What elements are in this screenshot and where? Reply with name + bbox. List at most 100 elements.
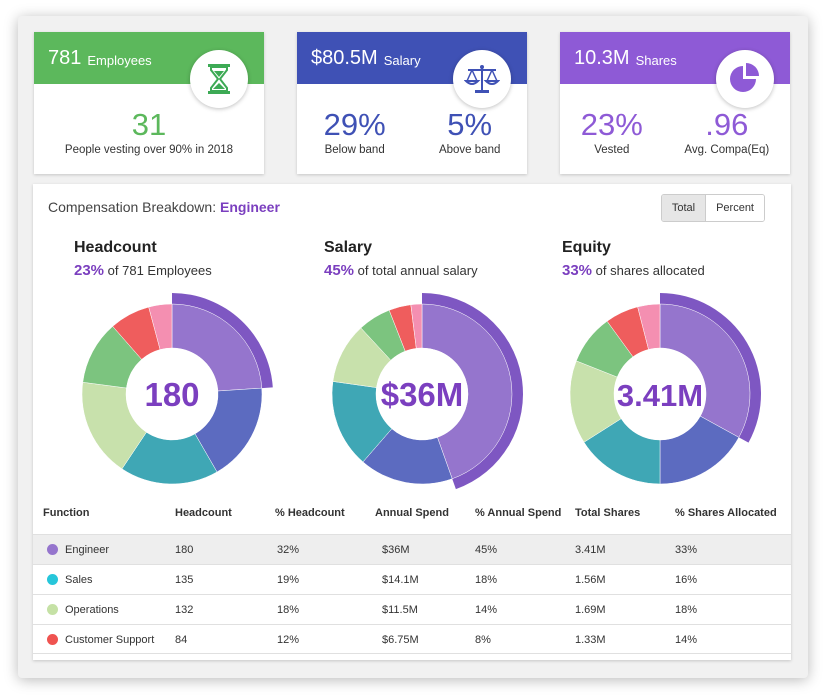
salary-chart-header: Salary 45% of total annual salary <box>324 239 478 279</box>
equity-chart-subtitle: 33% of shares allocated <box>562 262 705 279</box>
salary-subtitle-text: of total annual salary <box>357 263 478 278</box>
row-shares: 1.56M <box>575 574 606 586</box>
row-shares: 1.69M <box>575 604 606 616</box>
employees-label: Employees <box>87 52 152 68</box>
row-shares: 3.41M <box>575 544 606 556</box>
donut-hole <box>126 348 218 440</box>
row-pct-spend: 14% <box>475 604 498 616</box>
below-band-label: Below band <box>324 144 385 156</box>
col-pct-annual-spend: % Annual Spend <box>475 507 562 519</box>
panel-title-prefix: Compensation Breakdown: <box>48 199 217 215</box>
below-band-metric: 29% Below band <box>323 107 386 157</box>
breakdown-table-header: Function Headcount % Headcount Annual Sp… <box>33 507 791 527</box>
row-function: Engineer <box>65 544 110 556</box>
row-pct-shares: 18% <box>675 604 698 616</box>
compa-metric: .96 Avg. Compa(Eq) <box>684 107 770 157</box>
row-pct-shares: 16% <box>675 574 698 586</box>
row-pct-headcount: 12% <box>277 634 300 646</box>
below-band-value: 29% <box>323 107 386 142</box>
equity-subtitle-pct: 33% <box>562 262 593 279</box>
table-row[interactable]: Customer Support 84 12% $6.75M 8% 1.33M … <box>33 624 791 654</box>
vesting-metric: 31 People vesting over 90% in 2018 <box>65 107 233 157</box>
row-spend: $11.5M <box>382 604 418 616</box>
col-headcount: Headcount <box>175 507 232 519</box>
view-toggle: Total Percent <box>660 194 765 222</box>
shares-card: 10.3M Shares 23% Vested .96 Avg. Compa(E… <box>560 32 790 174</box>
headcount-chart-header: Headcount 23% of 781 Employees <box>74 239 212 279</box>
shares-total: 10.3M <box>574 46 630 69</box>
selected-slice-ring <box>172 293 273 389</box>
compensation-breakdown-panel: Compensation Breakdown: Engineer Total P… <box>33 184 791 660</box>
selected-slice-ring <box>660 293 761 443</box>
salary-total: $80.5M <box>311 46 378 69</box>
shares-label: Shares <box>635 52 677 68</box>
row-headcount: 84 <box>175 634 188 646</box>
salary-donut-chart: $36M <box>331 293 523 490</box>
vested-metric: 23% Vested <box>580 107 643 157</box>
headcount-chart-subtitle: 23% of 781 Employees <box>74 262 212 279</box>
table-row[interactable]: Sales 135 19% $14.1M 18% 1.56M 16% <box>33 564 791 594</box>
salary-label: Salary <box>383 52 421 68</box>
col-total-shares: Total Shares <box>575 507 641 519</box>
col-function: Function <box>43 507 90 519</box>
compa-label: Avg. Compa(Eq) <box>684 144 770 156</box>
row-spend: $36M <box>382 544 410 556</box>
equity-chart-title: Equity <box>562 239 611 256</box>
row-spend: $14.1M <box>382 574 419 586</box>
equity-chart-header: Equity 33% of shares allocated <box>562 239 705 279</box>
row-headcount: 132 <box>175 604 194 616</box>
hourglass-icon <box>190 50 248 108</box>
table-row[interactable]: Operations 132 18% $11.5M 14% 1.69M 18% <box>33 594 791 624</box>
row-shares: 1.33M <box>575 634 606 646</box>
headcount-chart-title: Headcount <box>74 239 157 256</box>
row-headcount: 180 <box>175 544 194 556</box>
employees-card: 781 Employees 31 People vesting over 90%… <box>34 32 264 174</box>
shares-metrics: 23% Vested .96 Avg. Compa(Eq) <box>560 107 790 157</box>
percent-toggle-button[interactable]: Percent <box>706 195 764 221</box>
vested-value: 23% <box>580 107 643 142</box>
above-band-label: Above band <box>438 144 501 156</box>
equity-donut-chart: 3.41M <box>569 293 761 485</box>
legend-dot-icon <box>47 544 58 555</box>
col-pct-headcount: % Headcount <box>275 507 345 519</box>
headcount-subtitle-text: of 781 Employees <box>107 263 212 278</box>
row-headcount: 135 <box>175 574 194 586</box>
donut-hole <box>614 348 706 440</box>
row-function: Customer Support <box>65 634 155 646</box>
salary-subtitle-pct: 45% <box>324 262 355 279</box>
panel-title: Compensation Breakdown: Engineer <box>48 199 280 215</box>
vesting-count: 31 <box>131 107 167 142</box>
donut-hole <box>376 348 468 440</box>
row-pct-headcount: 19% <box>277 574 300 586</box>
compa-value: .96 <box>705 107 749 142</box>
row-pct-shares: 33% <box>675 544 698 556</box>
table-row[interactable]: Engineer 180 32% $36M 45% 3.41M 33% <box>33 534 791 564</box>
donut-center-value: $36M <box>381 376 464 413</box>
row-function: Operations <box>65 604 119 616</box>
selected-slice-ring <box>422 293 523 490</box>
employees-count: 781 <box>48 46 82 69</box>
salary-card: $80.5M Salary 29% Below band 5% Above ba… <box>297 32 527 174</box>
pie-chart-icon <box>716 50 774 108</box>
row-pct-spend: 18% <box>475 574 498 586</box>
legend-dot-icon <box>47 604 58 615</box>
row-spend: $6.75M <box>382 634 419 646</box>
headcount-donut-chart: 180 <box>81 293 273 485</box>
row-pct-headcount: 18% <box>277 604 300 616</box>
total-toggle-button[interactable]: Total <box>661 195 707 221</box>
selected-function[interactable]: Engineer <box>220 199 280 215</box>
row-pct-shares: 14% <box>675 634 698 646</box>
salary-chart-title: Salary <box>324 239 373 256</box>
salary-metrics: 29% Below band 5% Above band <box>297 107 527 157</box>
row-pct-spend: 45% <box>475 544 498 556</box>
above-band-value: 5% <box>447 107 493 142</box>
col-pct-shares-allocated: % Shares Allocated <box>675 507 777 519</box>
donut-center-value: 3.41M <box>617 378 703 413</box>
row-pct-spend: 8% <box>475 634 491 646</box>
above-band-metric: 5% Above band <box>438 107 501 157</box>
headcount-subtitle-pct: 23% <box>74 262 105 279</box>
scales-icon <box>453 50 511 108</box>
legend-dot-icon <box>47 574 58 585</box>
vested-label: Vested <box>594 144 630 156</box>
row-function: Sales <box>65 574 93 586</box>
